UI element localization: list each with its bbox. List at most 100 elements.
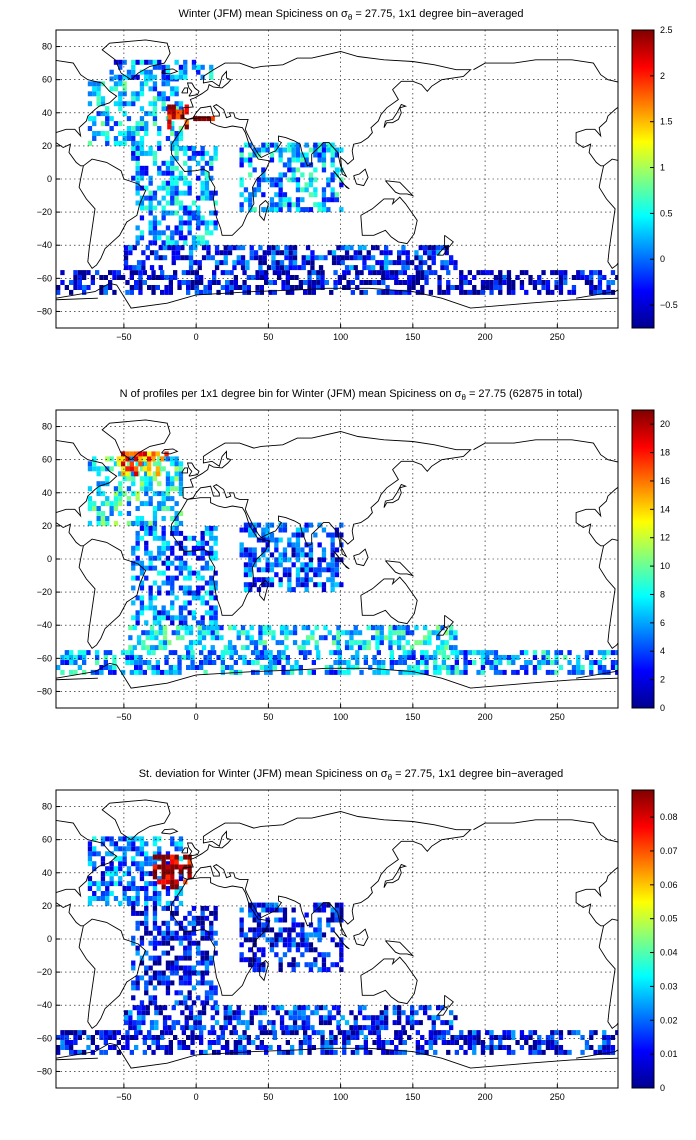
data-cell bbox=[502, 1045, 507, 1050]
x-tick-label: 150 bbox=[405, 712, 420, 722]
data-cell bbox=[139, 170, 145, 176]
data-cell bbox=[298, 1049, 303, 1055]
data-cell bbox=[201, 255, 207, 261]
data-cell bbox=[454, 650, 459, 656]
data-cell bbox=[183, 995, 188, 1001]
data-cell bbox=[109, 866, 114, 872]
data-cell bbox=[291, 927, 296, 933]
data-cell bbox=[330, 192, 335, 198]
data-cell bbox=[186, 280, 191, 285]
data-cell bbox=[362, 640, 367, 646]
data-cell bbox=[410, 1025, 415, 1031]
data-cell bbox=[174, 854, 179, 860]
data-cell bbox=[269, 152, 275, 158]
data-cell bbox=[197, 260, 202, 266]
data-cell bbox=[126, 520, 132, 526]
data-cell bbox=[139, 486, 145, 492]
data-cell bbox=[480, 665, 486, 670]
data-cell bbox=[261, 532, 266, 538]
data-cell bbox=[170, 486, 175, 492]
data-cell bbox=[112, 275, 117, 280]
data-cell bbox=[126, 501, 132, 507]
data-cell bbox=[139, 501, 145, 507]
data-cell bbox=[274, 547, 279, 553]
data-cell bbox=[145, 1010, 150, 1016]
data-cell bbox=[122, 91, 127, 97]
data-cell bbox=[589, 289, 594, 295]
data-cell bbox=[232, 245, 237, 251]
data-cell bbox=[472, 289, 477, 295]
data-cell bbox=[308, 577, 314, 583]
data-cell bbox=[148, 881, 153, 887]
data-cell bbox=[317, 542, 322, 548]
data-cell bbox=[593, 289, 598, 295]
data-cell bbox=[227, 645, 233, 651]
data-cell bbox=[285, 285, 290, 290]
data-cell bbox=[178, 145, 184, 151]
data-cell bbox=[440, 265, 445, 271]
coastline bbox=[56, 60, 118, 167]
data-cell bbox=[304, 182, 309, 188]
data-cell bbox=[174, 195, 179, 201]
data-cell bbox=[131, 550, 136, 556]
data-cell bbox=[340, 245, 345, 251]
data-cell bbox=[165, 96, 171, 102]
data-cell bbox=[371, 635, 376, 641]
data-cell bbox=[428, 1045, 433, 1050]
data-cell bbox=[362, 245, 367, 251]
data-cell bbox=[334, 942, 340, 948]
data-cell bbox=[144, 920, 149, 926]
data-cell bbox=[294, 275, 299, 280]
data-cell bbox=[174, 525, 179, 531]
data-cell bbox=[489, 1045, 494, 1050]
data-cell bbox=[304, 152, 309, 158]
data-cell bbox=[278, 932, 283, 938]
data-cell bbox=[288, 255, 293, 261]
data-cell bbox=[262, 250, 267, 256]
data-cell bbox=[279, 260, 285, 266]
data-cell bbox=[277, 650, 282, 656]
data-cell bbox=[274, 942, 279, 948]
data-cell bbox=[236, 255, 241, 261]
x-tick-label: 50 bbox=[263, 1092, 273, 1102]
data-cell bbox=[170, 190, 175, 196]
data-cell bbox=[152, 476, 158, 482]
data-cell bbox=[87, 101, 93, 107]
data-cell bbox=[95, 1030, 100, 1036]
data-cell bbox=[157, 615, 162, 621]
data-cell bbox=[152, 491, 158, 497]
data-cell bbox=[118, 106, 123, 112]
x-tick-label: 100 bbox=[333, 1092, 348, 1102]
data-cell bbox=[161, 950, 166, 956]
data-cell bbox=[144, 471, 149, 477]
data-cell bbox=[281, 650, 286, 656]
data-cell bbox=[589, 1045, 594, 1050]
data-cell bbox=[376, 1035, 381, 1040]
data-cell bbox=[196, 195, 201, 201]
data-cell bbox=[318, 1015, 324, 1021]
data-cell bbox=[60, 1030, 65, 1036]
data-cell bbox=[307, 270, 312, 276]
data-cell bbox=[453, 260, 458, 266]
data-cell bbox=[100, 891, 106, 896]
data-cell bbox=[323, 625, 328, 631]
data-cell bbox=[112, 1035, 117, 1040]
data-cell bbox=[233, 275, 238, 280]
data-cell bbox=[459, 1030, 464, 1036]
data-cell bbox=[558, 1049, 564, 1055]
data-cell bbox=[157, 491, 162, 497]
data-cell bbox=[282, 172, 288, 178]
data-cell bbox=[170, 200, 175, 206]
data-cell bbox=[183, 565, 188, 571]
data-cell bbox=[318, 265, 324, 271]
data-cell bbox=[415, 280, 420, 285]
data-cell bbox=[87, 896, 93, 901]
data-cell bbox=[64, 655, 69, 660]
y-tick-label: −40 bbox=[37, 620, 52, 630]
data-cell bbox=[118, 856, 123, 862]
data-cell bbox=[194, 270, 199, 276]
data-cell bbox=[449, 255, 454, 261]
y-tick-label: 20 bbox=[42, 521, 52, 531]
data-cell bbox=[199, 660, 204, 665]
data-cell bbox=[225, 650, 230, 656]
